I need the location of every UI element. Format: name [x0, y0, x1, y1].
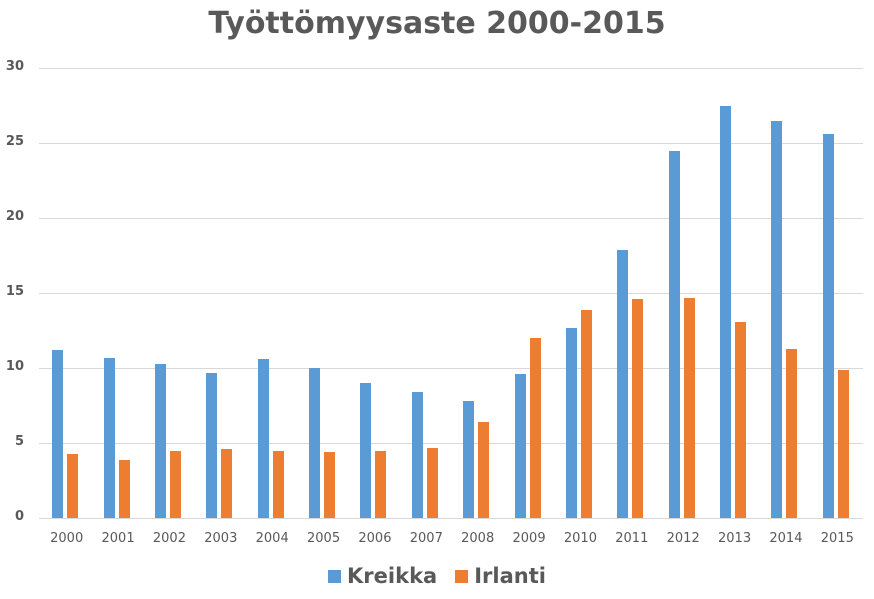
bar-kreikka-2003: [206, 372, 218, 518]
gridline: [39, 218, 863, 219]
bar-kreikka-2014: [771, 120, 783, 518]
y-tick-label: 30: [5, 59, 24, 74]
bar-kreikka-2005: [309, 368, 321, 518]
x-tick-label: 2007: [409, 531, 443, 546]
x-tick-label: 2010: [563, 531, 597, 546]
x-tick-label: 2015: [820, 531, 854, 546]
x-tick-label: 2000: [50, 531, 84, 546]
bar-irlanti-2013: [735, 321, 747, 518]
bar-kreikka-2007: [411, 392, 423, 518]
bar-kreikka-2000: [52, 350, 64, 518]
bar-kreikka-2006: [360, 383, 372, 518]
gridline: [39, 68, 863, 69]
legend-swatch-icon: [455, 569, 469, 583]
legend-label: Kreikka: [347, 564, 438, 588]
bar-irlanti-2015: [837, 369, 849, 518]
x-tick-label: 2006: [358, 531, 392, 546]
bar-irlanti-2009: [529, 338, 541, 518]
bar-kreikka-2015: [822, 134, 834, 518]
bar-irlanti-2010: [580, 309, 592, 518]
x-tick-label: 2013: [718, 531, 752, 546]
legend-swatch-icon: [328, 569, 342, 583]
bar-irlanti-2000: [67, 453, 79, 518]
x-tick-label: 2014: [769, 531, 803, 546]
x-tick-label: 2003: [204, 531, 238, 546]
bar-irlanti-2005: [324, 452, 336, 518]
bar-irlanti-2011: [632, 299, 644, 518]
y-tick-label: 25: [5, 134, 24, 149]
gridline: [39, 518, 863, 519]
chart-title: Työttömyysaste 2000-2015: [208, 6, 666, 41]
bar-irlanti-2007: [426, 447, 438, 518]
y-tick-label: 10: [5, 359, 24, 374]
bar-kreikka-2009: [514, 374, 526, 518]
bar-irlanti-2014: [786, 348, 798, 518]
gridline: [39, 293, 863, 294]
y-tick-label: 20: [5, 209, 24, 224]
legend: Kreikka Irlanti: [0, 564, 874, 588]
bar-kreikka-2012: [668, 150, 680, 518]
bar-kreikka-2004: [257, 359, 269, 518]
x-tick-label: 2004: [255, 531, 289, 546]
gridline: [39, 368, 863, 369]
x-tick-label: 2012: [666, 531, 700, 546]
x-tick-label: 2008: [461, 531, 495, 546]
bar-kreikka-2001: [103, 357, 115, 518]
y-tick-label: 0: [14, 509, 24, 524]
bar-kreikka-2011: [617, 249, 629, 518]
x-tick-label: 2001: [101, 531, 135, 546]
y-tick-label: 5: [14, 434, 24, 449]
bar-irlanti-2006: [375, 450, 387, 518]
bar-kreikka-2013: [720, 105, 732, 518]
bar-irlanti-2008: [478, 422, 490, 518]
bar-irlanti-2003: [221, 449, 233, 518]
bar-kreikka-2008: [463, 401, 475, 518]
y-tick-label: 15: [5, 284, 24, 299]
bar-irlanti-2002: [169, 450, 181, 518]
x-tick-label: 2009: [512, 531, 546, 546]
bar-kreikka-2002: [154, 363, 166, 518]
legend-item-irlanti: Irlanti: [455, 564, 546, 588]
gridline: [39, 143, 863, 144]
x-tick-label: 2002: [152, 531, 186, 546]
bar-kreikka-2010: [565, 327, 577, 518]
x-tick-label: 2005: [307, 531, 341, 546]
legend-label: Irlanti: [474, 564, 546, 588]
legend-item-kreikka: Kreikka: [328, 564, 437, 588]
gridline: [39, 443, 863, 444]
bar-irlanti-2001: [118, 459, 130, 518]
bar-irlanti-2004: [272, 450, 284, 518]
x-tick-label: 2011: [615, 531, 649, 546]
bar-irlanti-2012: [683, 297, 695, 518]
